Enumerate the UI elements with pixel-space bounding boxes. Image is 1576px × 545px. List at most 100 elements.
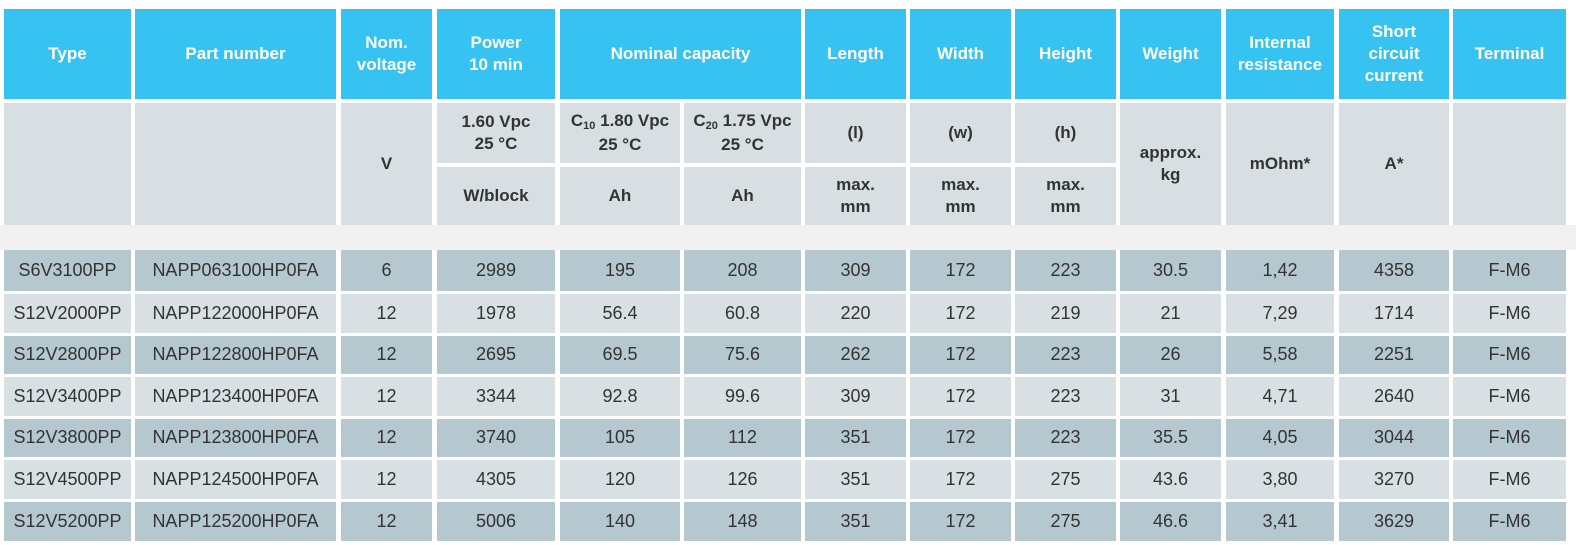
table-cell: 140 <box>560 502 680 541</box>
table-cell: 5006 <box>437 502 555 541</box>
cell-line: mOhm* <box>1250 153 1310 175</box>
cell-line: circuit <box>1368 43 1419 65</box>
table-cell: F-M6 <box>1453 460 1566 499</box>
line-text: current <box>1364 66 1424 86</box>
cell-line: 25 °C <box>599 134 642 156</box>
table-cell: 1714 <box>1339 294 1449 333</box>
cell-line: current <box>1365 65 1424 87</box>
table-cell: NAPP123800HP0FA <box>135 419 336 457</box>
cell-line: Ah <box>609 185 632 207</box>
table-cell: 35.5 <box>1120 419 1221 457</box>
table-cell: 223 <box>1015 377 1116 416</box>
table-cell: 12 <box>341 460 432 499</box>
table-cell: 69.5 <box>560 336 680 374</box>
cell-line: Width <box>937 43 984 65</box>
table-cell: 3,41 <box>1226 502 1334 541</box>
table-cell: S12V3800PP <box>4 419 131 457</box>
cell-line: 25 °C <box>721 134 764 156</box>
table-cell: 172 <box>910 377 1011 416</box>
table-cell: 2640 <box>1339 377 1449 416</box>
cell-line: A* <box>1385 153 1404 175</box>
column-header: Internal resistance <box>1226 9 1334 99</box>
table-cell: 75.6 <box>684 336 801 374</box>
unit-header: 1.60 Vpc 25 °C <box>437 103 555 163</box>
table-cell: 220 <box>805 294 906 333</box>
unit-header: A* <box>1339 103 1449 225</box>
table-cell: 12 <box>341 419 432 457</box>
cell-line: kg <box>1161 164 1181 186</box>
table-cell: 3270 <box>1339 460 1449 499</box>
symbol: C <box>693 111 706 131</box>
table-cell: 43.6 <box>1120 460 1221 499</box>
table-cell: S12V5200PP <box>4 502 131 541</box>
line-text: (l) <box>847 122 864 142</box>
table-cell: 1978 <box>437 294 555 333</box>
subscript: 10 <box>583 120 596 133</box>
table-cell: 172 <box>910 336 1011 374</box>
table-cell: 12 <box>341 336 432 374</box>
unit-header: mOhm* <box>1226 103 1334 225</box>
unit-header: Ah <box>684 167 801 225</box>
table-cell: 46.6 <box>1120 502 1221 541</box>
line-text: mm <box>945 197 976 216</box>
line-text: mm <box>1050 197 1081 216</box>
table-cell: 12 <box>341 377 432 416</box>
line-text: 1.80 Vpc <box>600 111 670 131</box>
line-text: Width <box>936 43 985 63</box>
line-text: W/block <box>463 185 529 205</box>
table-cell: 105 <box>560 419 680 457</box>
table-cell: S12V3400PP <box>4 377 131 416</box>
table-cell: 172 <box>910 502 1011 541</box>
line-text: resistance <box>1237 55 1323 74</box>
cell-line: Length <box>827 43 884 65</box>
unit-header: (w) <box>910 103 1011 163</box>
table-cell: 5,58 <box>1226 336 1334 374</box>
subscript: 20 <box>705 120 718 133</box>
table-cell: 3344 <box>437 377 555 416</box>
cell-line: Terminal <box>1475 43 1545 65</box>
table-cell: F-M6 <box>1453 294 1566 333</box>
column-header: Length <box>805 9 906 99</box>
line-text: Nom. <box>365 32 408 52</box>
table-cell: 3629 <box>1339 502 1449 541</box>
line-text: max. <box>941 174 980 194</box>
line-text: Weight <box>1142 43 1199 63</box>
table-cell: 219 <box>1015 294 1116 333</box>
cell-line: Nom. <box>365 32 408 54</box>
table-cell: 262 <box>805 336 906 374</box>
table-cell: S6V3100PP <box>4 250 131 291</box>
cell-line: Power <box>470 32 521 54</box>
column-header: Weight <box>1120 9 1221 99</box>
unit-header: (h) <box>1015 103 1116 163</box>
unit-header: approx. kg <box>1120 103 1221 225</box>
table-cell: 275 <box>1015 460 1116 499</box>
line-text: Part number <box>185 43 286 63</box>
symbol: C <box>570 111 584 131</box>
line-text: max. <box>836 174 875 194</box>
table-cell: 223 <box>1015 419 1116 457</box>
cell-line: mm <box>840 196 870 218</box>
table-cell: 120 <box>560 460 680 499</box>
column-header: Type <box>4 9 131 99</box>
unit-header: C20 1.75 Vpc 25 °C <box>684 103 801 163</box>
table-cell: 3740 <box>437 419 555 457</box>
table-cell: 172 <box>910 294 1011 333</box>
table-cell: 275 <box>1015 502 1116 541</box>
line-text: voltage <box>356 55 417 74</box>
cell-line: Type <box>48 43 86 65</box>
line-text: V <box>380 153 393 173</box>
line-text: (w) <box>948 122 973 142</box>
cell-line: Internal <box>1249 32 1310 54</box>
cell-line: mm <box>945 196 975 218</box>
cell-line: Ah <box>731 185 754 207</box>
table-cell: 112 <box>684 419 801 457</box>
column-header: Nominal capacity <box>560 9 801 99</box>
cell-line: 10 min <box>469 54 523 76</box>
table-cell: 4,05 <box>1226 419 1334 457</box>
table-cell: 3044 <box>1339 419 1449 457</box>
table-cell: NAPP123400HP0FA <box>135 377 336 416</box>
cell-line: (w) <box>948 122 973 144</box>
unit-header: max. mm <box>1015 167 1116 225</box>
table-cell: 2695 <box>437 336 555 374</box>
